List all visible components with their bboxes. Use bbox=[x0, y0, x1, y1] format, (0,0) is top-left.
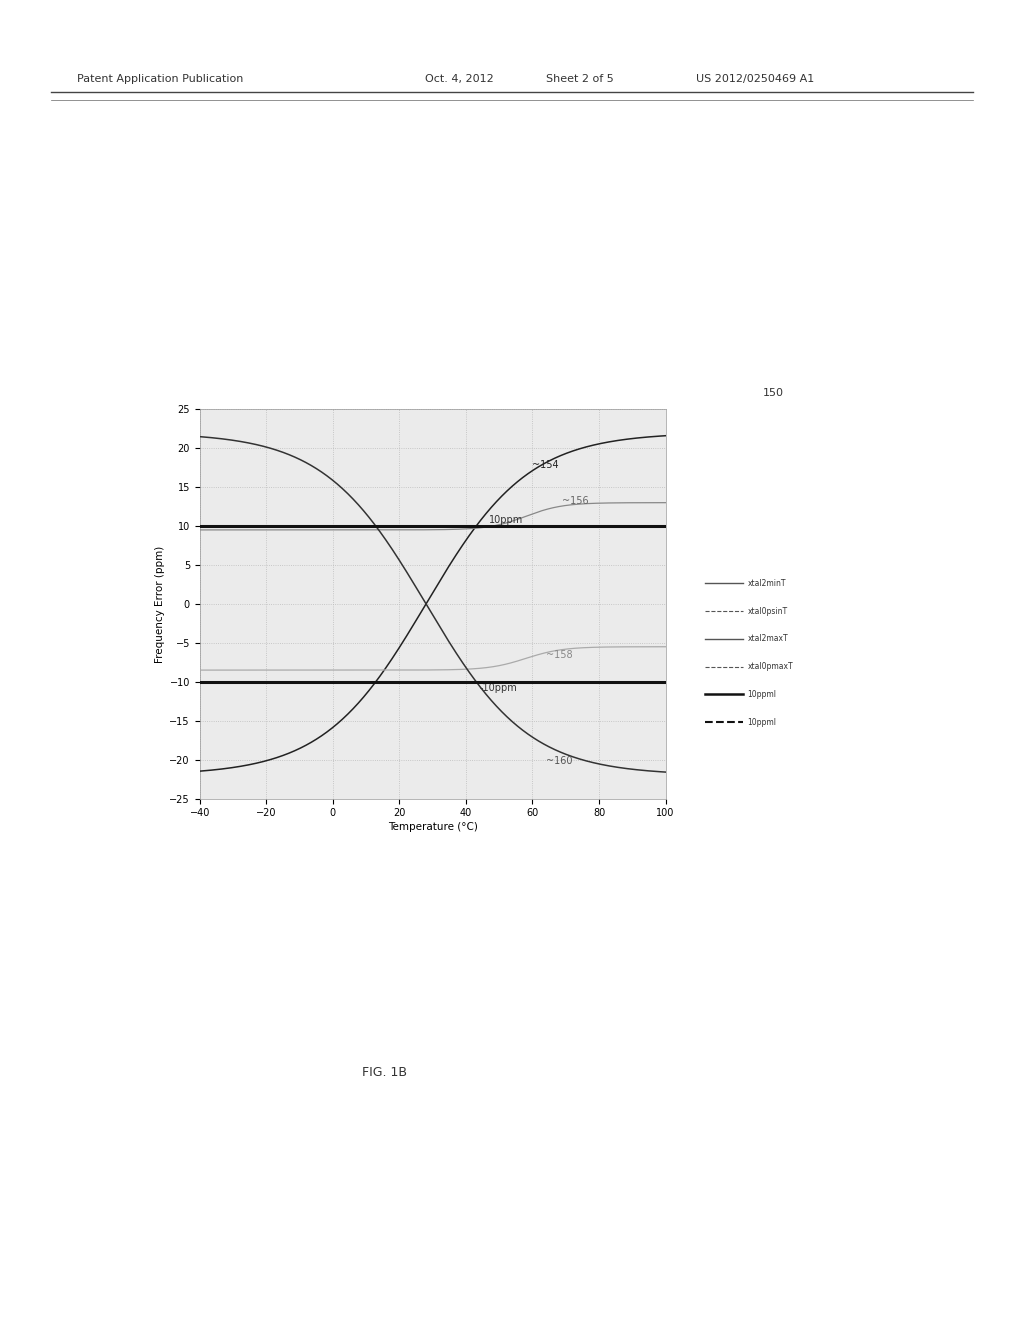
Y-axis label: Frequency Error (ppm): Frequency Error (ppm) bbox=[156, 545, 165, 663]
Text: xtal0pmaxT: xtal0pmaxT bbox=[748, 663, 794, 671]
Text: ~160: ~160 bbox=[546, 755, 572, 766]
Text: Patent Application Publication: Patent Application Publication bbox=[77, 74, 243, 84]
Text: xtal2maxT: xtal2maxT bbox=[748, 635, 788, 643]
Text: FIG. 1B: FIG. 1B bbox=[361, 1065, 407, 1078]
Text: xtal2minT: xtal2minT bbox=[748, 579, 786, 587]
Text: Oct. 4, 2012: Oct. 4, 2012 bbox=[425, 74, 494, 84]
Text: xtal0psinT: xtal0psinT bbox=[748, 607, 787, 615]
Text: US 2012/0250469 A1: US 2012/0250469 A1 bbox=[696, 74, 814, 84]
Text: Sheet 2 of 5: Sheet 2 of 5 bbox=[546, 74, 613, 84]
Text: ~156: ~156 bbox=[562, 496, 589, 506]
Text: 150: 150 bbox=[763, 388, 784, 399]
Text: ~154: ~154 bbox=[532, 459, 559, 470]
Text: 10ppm: 10ppm bbox=[489, 515, 523, 525]
X-axis label: Temperature (°C): Temperature (°C) bbox=[388, 822, 477, 833]
Text: 10ppml: 10ppml bbox=[748, 690, 776, 698]
Text: ~158: ~158 bbox=[546, 651, 572, 660]
Text: -10ppm: -10ppm bbox=[479, 684, 517, 693]
Text: 10ppml: 10ppml bbox=[748, 718, 776, 726]
